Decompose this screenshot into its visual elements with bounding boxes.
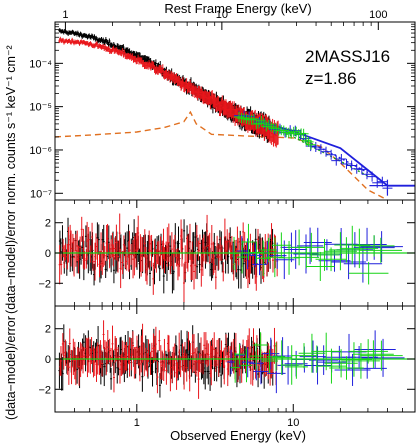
residual-panel-1: 2 0 −2: [38, 199, 416, 307]
y-tick-label: 10⁻⁶: [29, 145, 52, 157]
y-tick-label: −2: [38, 278, 51, 290]
spectrum-ylabel: norm. counts s⁻¹ keV⁻¹ cm⁻²: [4, 45, 18, 204]
residual-series-3: [229, 227, 403, 283]
model-line-2: [54, 110, 388, 201]
residual-series-4: [230, 332, 403, 385]
top-axis-label: Rest Frame Energy (keV): [164, 1, 311, 16]
y-tick-label: 0: [45, 354, 51, 366]
x-tick-label: 1: [134, 417, 140, 429]
y-tick-label: 10⁻⁵: [29, 102, 52, 114]
residual-frame-2: [54, 305, 416, 413]
annotation-line2: z=1.86: [305, 69, 357, 88]
residual-panel-2: 2 0 −2 1 10: [38, 305, 416, 429]
annotation-line1: 2MASSJ16: [305, 47, 390, 66]
y-tick-label: 0: [45, 248, 51, 260]
y-tick-label: 2: [45, 324, 51, 336]
residual-ylabel-2: (data−model)/error: [4, 316, 18, 420]
top-axis-tick-label: 1: [62, 9, 68, 21]
bottom-axis-label: Observed Energy (keV): [170, 428, 306, 443]
y-tick-label: −2: [38, 384, 51, 396]
residual-ylabel-1: (data−model)/error: [4, 210, 18, 314]
y-tick-label: 10⁻⁷: [30, 188, 52, 200]
top-axis-tick-label: 100: [369, 9, 387, 21]
y-tick-label: 2: [45, 218, 51, 230]
spectrum-series-4: [234, 111, 317, 150]
top-axis-tick-label: 10: [216, 9, 228, 21]
y-tick-label: 10⁻⁴: [29, 58, 52, 70]
spectrum-panel: 10⁻⁴ 10⁻⁵ 10⁻⁶ 10⁻⁷ 1 10 100: [29, 9, 416, 201]
top-axis: Rest Frame Energy (keV): [164, 1, 311, 16]
residual-series-2: [58, 213, 279, 303]
x-tick-label: 10: [287, 417, 299, 429]
residual-series-4: [229, 223, 403, 285]
